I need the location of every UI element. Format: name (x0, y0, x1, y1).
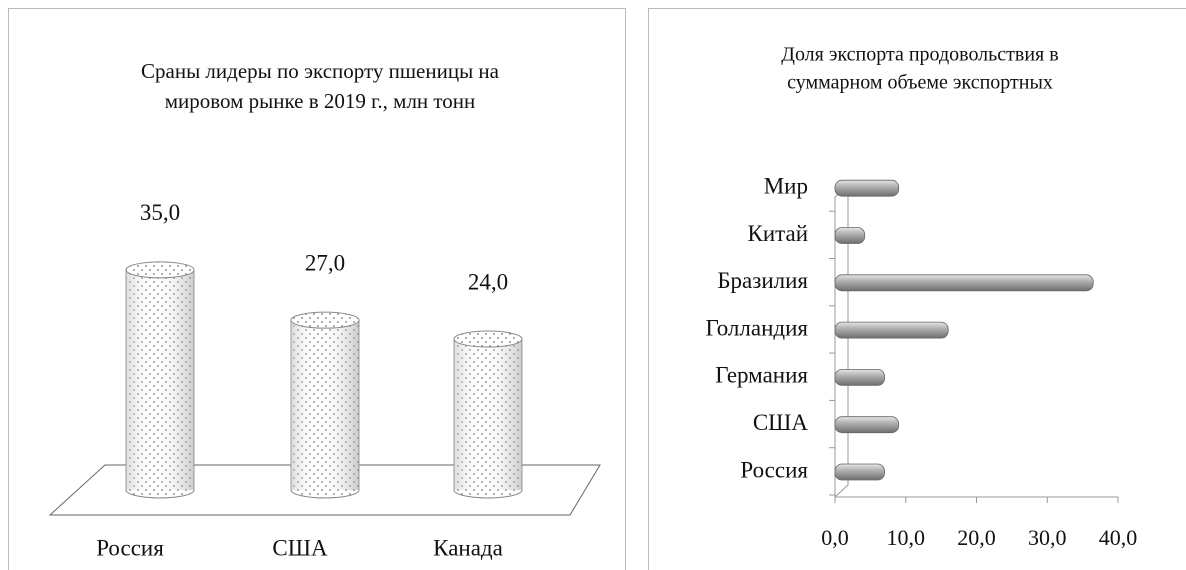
x-tick-label: 40,0 (1099, 525, 1138, 550)
x-tick-label: 0,0 (821, 525, 849, 550)
chart-title: суммарном объеме экспортных (787, 72, 1053, 94)
x-tick-label: Россия (96, 535, 164, 560)
y-tick-label: Бразилия (717, 268, 808, 293)
chart-layer: Сраны лидеры по экспорту пшеницы на миров… (96, 44, 1137, 561)
value-label: 24,0 (468, 269, 508, 294)
y-tick-label: Германия (715, 363, 808, 388)
bar (834, 416, 900, 434)
chart-title: Сраны лидеры по экспорту пшеницы на (141, 59, 500, 83)
bar (834, 227, 866, 244)
cylinder-shade (454, 339, 522, 490)
cylinder-top (125, 261, 195, 279)
cylinder-shade (291, 320, 359, 490)
y-tick-label: Россия (740, 457, 808, 482)
chart-title: Доля экспорта продовольствия в (781, 44, 1058, 66)
cylinder-top (290, 311, 360, 329)
chart-title: мировом рынке в 2019 г., млн тонн (165, 89, 476, 113)
bar (834, 463, 885, 481)
x-tick-label: США (272, 535, 328, 560)
y-tick-label: Мир (764, 173, 808, 198)
x-tick-label: Канада (433, 535, 503, 560)
x-tick-label: 20,0 (957, 525, 996, 550)
y-tick-label: Китай (748, 221, 809, 246)
value-label: 27,0 (305, 250, 345, 275)
y-tick-label: США (753, 410, 809, 435)
bar (834, 321, 949, 339)
bar (834, 274, 1094, 292)
x-tick-label: 10,0 (887, 525, 926, 550)
x-tick-label: 30,0 (1028, 525, 1067, 550)
cylinder-shade (126, 269, 194, 490)
bar (834, 368, 885, 386)
cylinder-top (453, 330, 523, 348)
value-label: 35,0 (140, 200, 180, 225)
y-tick-label: Голландия (705, 315, 808, 340)
bar (834, 179, 900, 197)
